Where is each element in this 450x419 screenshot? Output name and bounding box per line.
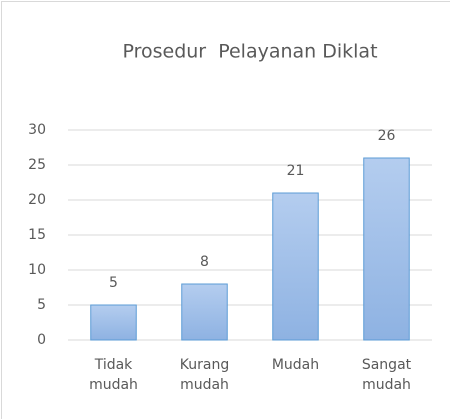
- data-label: 26: [378, 128, 396, 144]
- y-tick-label: 0: [37, 332, 46, 348]
- x-tick-label: Sangat mudah: [361, 357, 412, 393]
- y-tick-label: 20: [28, 192, 46, 208]
- bar: [363, 157, 410, 341]
- bar: [181, 283, 228, 341]
- data-label: 5: [109, 275, 118, 291]
- bar: [272, 192, 319, 341]
- y-tick-label: 5: [37, 297, 46, 313]
- data-label: 8: [200, 254, 209, 270]
- y-tick-label: 30: [28, 122, 46, 138]
- x-tick-label: Mudah: [271, 357, 320, 373]
- y-tick-label: 25: [28, 157, 46, 173]
- chart-title: Prosedur Pelayanan Diklat: [122, 41, 377, 63]
- y-tick-label: 10: [28, 262, 46, 278]
- x-tick-label: Kurang mudah: [179, 357, 230, 393]
- data-label: 21: [287, 163, 305, 179]
- x-tick-label: Tidak mudah: [89, 357, 138, 393]
- y-tick-label: 15: [28, 227, 46, 243]
- bar: [90, 304, 137, 341]
